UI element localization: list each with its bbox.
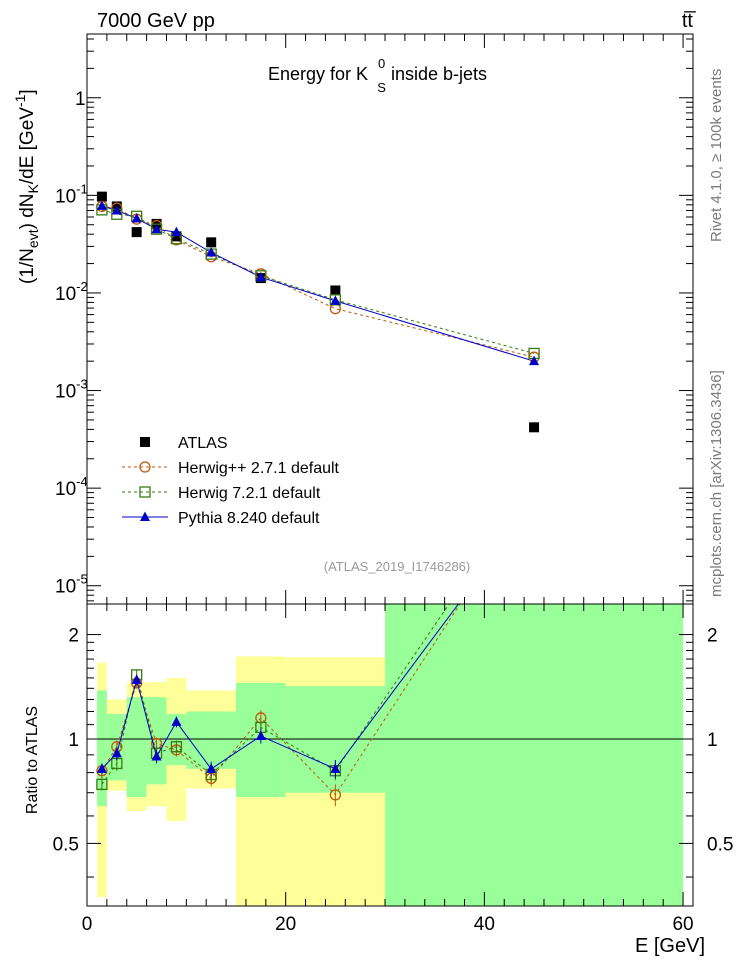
main-point-pythia-8-240-default-2 [131, 212, 142, 223]
main-ytick-label-5: 1 [75, 89, 86, 110]
reference-tag: (ATLAS_2019_I1746286) [324, 559, 470, 574]
main-point-pythia-8-240-default-1 [111, 204, 122, 215]
ratio-ytick-label-right-2: 2 [707, 626, 718, 647]
main-ytick-label-0: 10-5 [55, 572, 88, 598]
main-point-atlas-5 [206, 237, 217, 248]
axes: 10-5 10-4 10-3 10-2 10-1 1 0 20 40 60 0.5 0.5 1 1 2 2 [53, 33, 733, 935]
legend-marker-pythia-8-240-default [140, 511, 150, 521]
main-ytick-label-3: 10-2 [55, 279, 88, 305]
band-green-8 [385, 604, 684, 906]
ratio-xtick-label-2: 40 [474, 914, 495, 935]
main-point-pythia-8-240-default-3 [151, 223, 162, 234]
main-ytick-label-2: 10-3 [55, 377, 88, 403]
ratio-xtick-label-0: 0 [82, 914, 93, 935]
ratio-point-herwig-7-2-1-default-0 [96, 778, 108, 790]
ratio-ylabel: Ratio to ATLAS [24, 706, 41, 814]
ratio-point-pythia-8-240-default-7 [330, 763, 341, 773]
main-ytick-label-4: 10-1 [55, 181, 88, 207]
legend-label-herwig-2-7-1-default: Herwig++ 2.7.1 default [178, 460, 340, 477]
ratio-curves [87, 604, 693, 807]
xlabel: E [GeV] [635, 935, 705, 957]
energy-label: 7000 GeV pp [97, 10, 215, 32]
ratio-point-herwig-2-7-1-default-7 [329, 789, 342, 801]
main-point-pythia-8-240-default-8 [529, 355, 540, 366]
ratio-point-pythia-8-240-default-4 [171, 716, 182, 726]
main-curves [96, 191, 540, 433]
main-line-herwig-2-7-1-default [101, 205, 535, 358]
ratio-ytick-label-right-0: 0.5 [707, 834, 733, 855]
ratio-point-pythia-8-240-default-3 [151, 751, 162, 761]
band-green-5 [186, 711, 237, 769]
ratio-line-herwig-2-7-1-default [101, 604, 461, 796]
band-green-2 [126, 697, 147, 798]
main-point-atlas-7 [330, 285, 341, 296]
mcplots-label: mcplots.cern.ch [arXiv:1306.3436] [708, 370, 725, 597]
main-point-pythia-8-240-default-7 [330, 295, 341, 305]
ratio-point-pythia-8-240-default-0 [96, 763, 107, 773]
main-point-atlas-0 [96, 191, 107, 202]
ratio-xtick-label-3: 60 [672, 914, 693, 935]
legend-label-atlas: ATLAS [178, 435, 228, 452]
main-ylabel: (1/Nevt) dNK/dE [GeV-1] [12, 89, 41, 284]
ratio-point-pythia-8-240-default-1 [111, 747, 122, 758]
legend: ATLAS Herwig++ 2.7.1 default Herwig 7.2.1 … [122, 435, 340, 527]
plot-title-pre: Energy for K [268, 64, 368, 84]
main-point-pythia-8-240-default-5 [206, 246, 217, 257]
legend-marker-herwig-2-7-1-default [139, 461, 151, 473]
legend-marker-atlas [140, 437, 150, 447]
rivet-label: Rivet 4.1.0, ≥ 100k events [708, 69, 725, 242]
ratio-ytick-label-left-0: 0.5 [53, 834, 79, 855]
ratio-point-pythia-8-240-default-2 [131, 674, 142, 684]
main-point-pythia-8-240-default-4 [171, 226, 182, 237]
process-label: tt̅ [682, 10, 696, 32]
main-point-pythia-8-240-default-0 [96, 200, 107, 210]
ratio-ytick-label-left-2: 2 [68, 626, 79, 647]
main-point-pythia-8-240-default-6 [255, 271, 266, 282]
legend-marker-herwig-7-2-1-default [139, 486, 151, 498]
main-point-atlas-8 [529, 422, 540, 433]
plot-title-sup: 0 [378, 56, 385, 71]
legend-label-herwig-7-2-1-default: Herwig 7.2.1 default [178, 485, 321, 502]
plot-title: Energy for K 0 S inside b-jets [268, 56, 487, 95]
main-panel-background [87, 34, 693, 604]
band-green-0 [96, 690, 107, 807]
plot-title-post: inside b-jets [386, 64, 487, 84]
legend-label-pythia-8-240-default: Pythia 8.240 default [178, 510, 320, 527]
ratio-uncertainty-bands [96, 604, 684, 906]
ratio-xtick-label-1: 20 [275, 914, 296, 935]
ratio-point-herwig-7-2-1-default-4 [170, 741, 183, 753]
main-point-atlas-4 [171, 231, 182, 242]
ratio-point-pythia-8-240-default-6 [255, 730, 266, 741]
plot-title-sub: S [377, 80, 386, 95]
ratio-point-pythia-8-240-default-5 [206, 763, 217, 773]
ratio-ytick-label-left-1: 1 [68, 730, 79, 751]
ratio-ytick-label-right-1: 1 [707, 730, 718, 751]
main-point-atlas-2 [131, 227, 142, 238]
main-ytick-label-1: 10-4 [55, 474, 88, 500]
